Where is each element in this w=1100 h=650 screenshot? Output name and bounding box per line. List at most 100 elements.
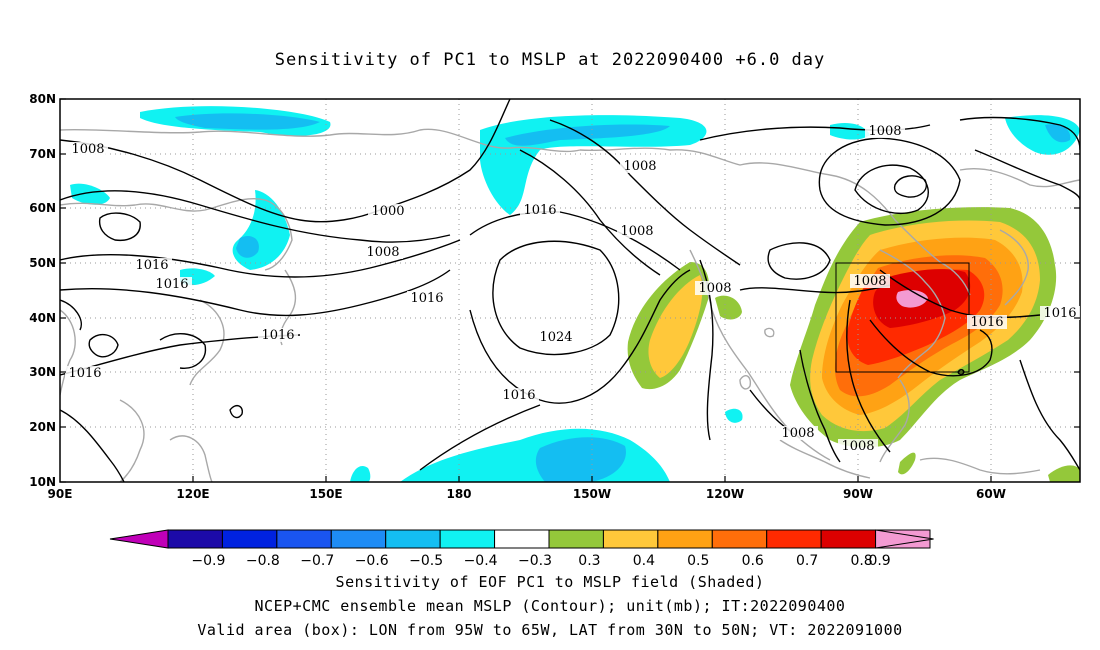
contour-label-bg [850, 274, 890, 288]
contour-label: 1016 [1043, 306, 1076, 321]
colorbar-tick-label: −0.9 [191, 553, 225, 569]
contour-label: 1016 [261, 328, 294, 343]
contour-label: 1016 [970, 315, 1003, 330]
lon-label-90w: 90W [843, 487, 873, 501]
lat-label-30n: 30N [29, 365, 56, 379]
colorbar-swatch [494, 529, 550, 549]
colorbar-tick-label: −0.8 [246, 553, 280, 569]
contour-label-bg [499, 388, 539, 402]
colorbar-tick-label: 0.8 [850, 553, 872, 569]
lon-label-90e: 90E [48, 487, 73, 501]
colorbar-tick-label: 0.9 [868, 553, 890, 569]
contour-label-bg [695, 281, 735, 295]
lat-label-80n: 80N [29, 92, 56, 106]
colorbar-swatch [276, 529, 332, 549]
latitude-labels: 80N 70N 60N 50N 40N 30N 20N 10N [29, 92, 56, 489]
contour-label: 1024 [539, 330, 572, 345]
colorbar-swatch [221, 529, 278, 549]
contour-label-bg [967, 315, 1007, 329]
contour-label: 1016 [155, 277, 188, 292]
contour-label-bg [258, 328, 298, 342]
contour-label: 1016 [502, 388, 535, 403]
colorbar-tick-label: 0.7 [796, 553, 818, 569]
lat-label-50n: 50N [29, 256, 56, 270]
colorbar-tick-label: 0.5 [687, 553, 709, 569]
contour-label-bg [65, 366, 105, 380]
lon-label-150w: 150W [573, 487, 611, 501]
colorbar-high-end [875, 529, 934, 549]
contour-label: 1008 [868, 124, 901, 139]
lon-label-120w: 120W [706, 487, 744, 501]
lon-label-60w: 60W [976, 487, 1006, 501]
contour-label-bg [620, 159, 660, 173]
colorbar-swatch [167, 529, 223, 549]
lon-label-150e: 150E [309, 487, 342, 501]
contour-label-bg [363, 245, 403, 259]
contour-label: 1008 [71, 142, 104, 157]
contour-label: 1008 [853, 274, 886, 289]
colorbar-swatch [820, 529, 877, 549]
map-title: Sensitivity of PC1 to MSLP at 2022090400… [274, 50, 826, 70]
contour-label-bg [778, 426, 818, 440]
contour-label: 1008 [366, 245, 399, 260]
lat-label-60n: 60N [29, 201, 56, 215]
contour-label: 1008 [781, 426, 814, 441]
colorbar-tick-label: −0.6 [355, 553, 389, 569]
contour-label: 1008 [623, 159, 656, 174]
contour-label-bg [407, 291, 447, 305]
lat-label-70n: 70N [29, 147, 56, 161]
colorbar-labels: −0.9 −0.8 −0.7 −0.6 −0.5 −0.4 −0.3 0.3 0.4 0.5 0.6… [191, 553, 890, 569]
colorbar-swatch [766, 529, 822, 549]
colorbar-tick-label: −0.7 [300, 553, 334, 569]
lon-label-120e: 120E [176, 487, 209, 501]
contour-label-bg [1040, 306, 1080, 320]
contour-label-bg [838, 439, 878, 453]
negative-sensitivity-core [175, 113, 1071, 482]
axis-ticks [60, 98, 1080, 483]
contour-label-bg [865, 124, 905, 138]
contour-label-bg [617, 224, 657, 238]
longitude-labels: 90E 120E 150E 180 150W 120W 90W 60W [48, 487, 1006, 501]
caption-contour: NCEP+CMC ensemble mean MSLP (Contour); u… [254, 597, 846, 615]
colorbar-tick-label: −0.4 [464, 553, 498, 569]
caption-valid-area: Valid area (box): LON from 95W to 65W, L… [197, 621, 903, 639]
contour-label-bg [368, 204, 408, 218]
colorbar-swatch [602, 529, 659, 549]
colorbar [109, 529, 934, 549]
lat-label-10n: 10N [29, 475, 56, 489]
colorbar-swatch [439, 529, 496, 549]
contour-label-bg [152, 277, 192, 291]
colorbar-swatch [548, 529, 604, 549]
plot-frame [59, 98, 1081, 483]
colorbar-swatch [657, 529, 713, 549]
contour-label: 1016 [135, 258, 168, 273]
lat-label-20n: 20N [29, 420, 56, 434]
colorbar-swatch [711, 529, 768, 549]
contour-label-bg [132, 258, 172, 272]
contour-label-bg [520, 203, 560, 217]
colorbar-tick-label: −0.5 [409, 553, 443, 569]
colorbar-swatch [385, 529, 441, 549]
contour-label-bg [536, 330, 576, 344]
contour-label: 1000 [371, 204, 404, 219]
colorbar-low-end [109, 529, 169, 549]
contour-label-bg [68, 142, 108, 156]
colorbar-tick-label: 0.3 [578, 553, 600, 569]
contour-labels: 1008 1008 1008 1008 1008 1008 1008 1008 1008 1000… [65, 124, 1080, 454]
caption-shading: Sensitivity of EOF PC1 to MSLP field (Sh… [335, 573, 765, 591]
contour-label: 1008 [841, 439, 874, 454]
positive-sensitivity-west [627, 262, 742, 390]
contour-label: 1016 [68, 366, 101, 381]
colorbar-swatch [330, 529, 387, 549]
contour-label: 1008 [620, 224, 653, 239]
colorbar-tick-label: −0.3 [518, 553, 552, 569]
positive-sensitivity-east [790, 207, 1080, 482]
isobar-contours [60, 99, 1080, 482]
lon-label-180: 180 [446, 487, 471, 501]
contour-label: 1008 [698, 281, 731, 296]
colorbar-tick-label: 0.6 [742, 553, 764, 569]
contour-label: 1016 [410, 291, 443, 306]
contour-label: 1016 [523, 203, 556, 218]
colorbar-tick-label: 0.4 [633, 553, 655, 569]
